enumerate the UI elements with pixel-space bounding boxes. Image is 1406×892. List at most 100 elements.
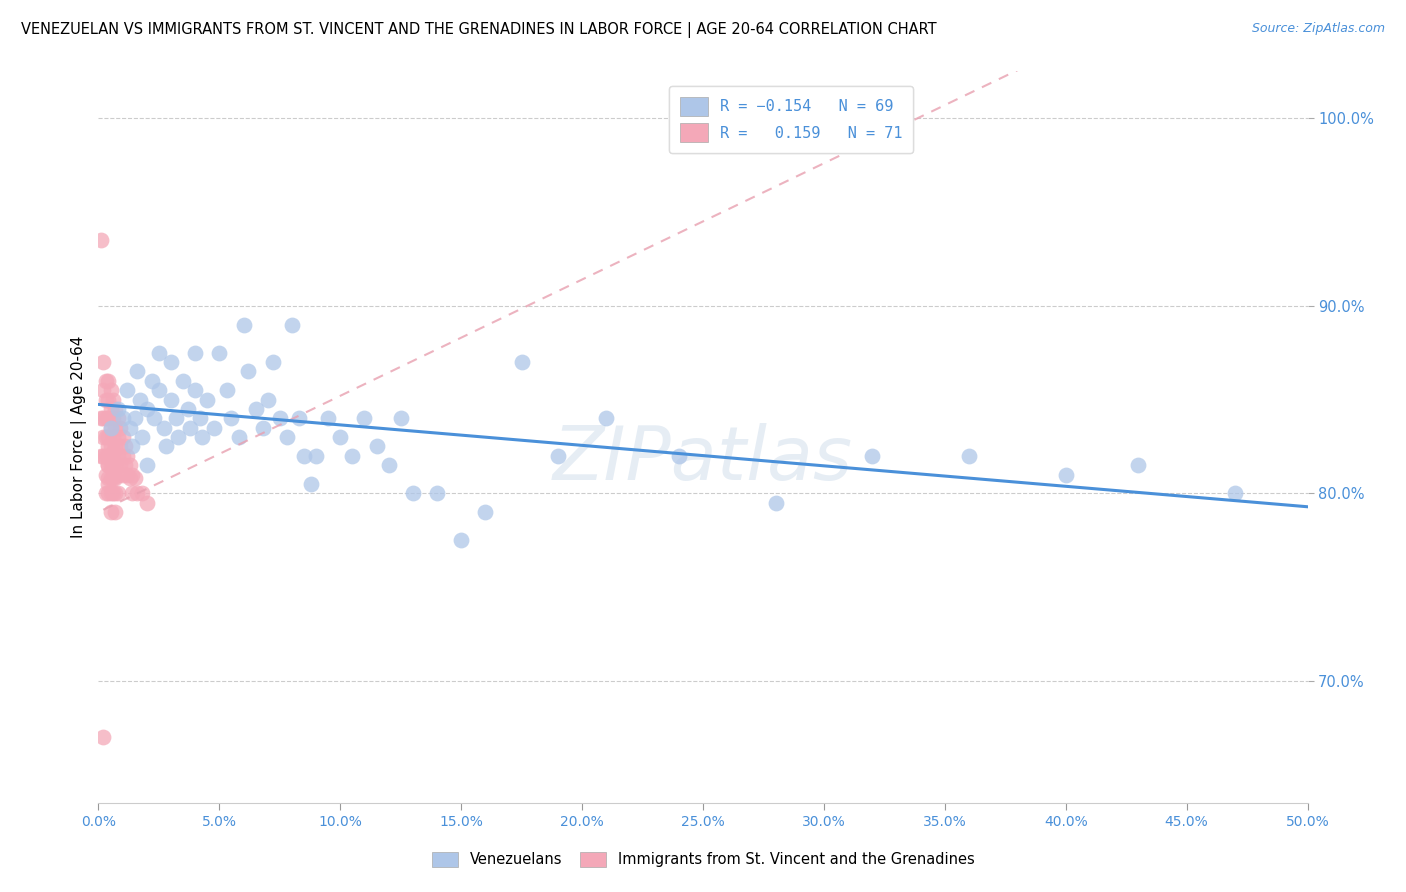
Point [107, 449, 129, 463]
Point [97, 430, 120, 444]
Point [94, 486, 117, 500]
Point [208, 345, 231, 359]
Point [104, 401, 127, 416]
Point [101, 458, 124, 473]
Point [127, 364, 149, 378]
Point [353, 411, 375, 425]
Point [215, 383, 238, 397]
Point [91, 383, 114, 397]
Point [94, 430, 117, 444]
Point [107, 411, 129, 425]
Point [104, 440, 127, 454]
Point [276, 430, 298, 444]
Point [252, 420, 274, 434]
Point [292, 449, 315, 463]
Point [342, 449, 364, 463]
Point [179, 420, 201, 434]
Point [100, 440, 122, 454]
Point [100, 420, 122, 434]
Point [1054, 467, 1077, 482]
Point [131, 486, 153, 500]
Point [100, 471, 122, 485]
Point [97, 458, 120, 473]
Text: VENEZUELAN VS IMMIGRANTS FROM ST. VINCENT AND THE GRENADINES IN LABOR FORCE | AG: VENEZUELAN VS IMMIGRANTS FROM ST. VINCEN… [21, 22, 936, 38]
Point [108, 420, 131, 434]
Point [97, 449, 120, 463]
Point [204, 420, 226, 434]
Point [221, 411, 243, 425]
Point [118, 420, 141, 434]
Point [100, 420, 122, 434]
Point [450, 533, 472, 548]
Y-axis label: In Labor Force | Age 20-64: In Labor Force | Age 20-64 [72, 336, 87, 538]
Point [135, 496, 157, 510]
Point [184, 345, 207, 359]
Point [288, 411, 311, 425]
Point [316, 411, 339, 425]
Point [141, 374, 163, 388]
Point [100, 383, 122, 397]
Point [117, 467, 139, 482]
Point [100, 486, 122, 500]
Point [329, 430, 352, 444]
Point [188, 411, 211, 425]
Point [148, 345, 170, 359]
Point [111, 449, 134, 463]
Point [101, 486, 124, 500]
Point [143, 411, 166, 425]
Point [100, 449, 122, 463]
Point [97, 392, 120, 407]
Point [91, 449, 114, 463]
Point [91, 730, 114, 744]
Point [108, 458, 131, 473]
Point [184, 383, 207, 397]
Point [402, 486, 425, 500]
Point [426, 486, 449, 500]
Point [765, 496, 787, 510]
Point [160, 355, 183, 369]
Point [1128, 458, 1150, 473]
Point [94, 374, 117, 388]
Point [97, 440, 120, 454]
Point [238, 364, 260, 378]
Legend: R = −0.154   N = 69, R =   0.159   N = 71: R = −0.154 N = 69, R = 0.159 N = 71 [669, 87, 912, 153]
Point [152, 420, 174, 434]
Point [389, 411, 412, 425]
Point [595, 411, 617, 425]
Point [114, 440, 136, 454]
Point [262, 355, 284, 369]
Point [547, 449, 569, 463]
Point [97, 471, 120, 485]
Point [104, 486, 127, 500]
Point [100, 458, 122, 473]
Point [177, 401, 200, 416]
Point [121, 486, 143, 500]
Point [90, 233, 112, 247]
Point [114, 458, 136, 473]
Point [124, 471, 146, 485]
Point [377, 458, 399, 473]
Point [281, 318, 304, 332]
Point [474, 505, 496, 519]
Point [94, 392, 117, 407]
Point [155, 440, 177, 454]
Point [97, 411, 120, 425]
Point [94, 411, 117, 425]
Point [107, 486, 129, 500]
Point [107, 430, 129, 444]
Point [91, 411, 114, 425]
Point [167, 430, 190, 444]
Point [232, 318, 254, 332]
Point [299, 477, 322, 491]
Point [269, 411, 291, 425]
Point [510, 355, 533, 369]
Point [90, 449, 112, 463]
Point [104, 505, 127, 519]
Point [100, 505, 122, 519]
Point [97, 374, 120, 388]
Text: Source: ZipAtlas.com: Source: ZipAtlas.com [1251, 22, 1385, 36]
Point [228, 430, 250, 444]
Point [101, 445, 124, 459]
Point [111, 467, 134, 482]
Point [957, 449, 980, 463]
